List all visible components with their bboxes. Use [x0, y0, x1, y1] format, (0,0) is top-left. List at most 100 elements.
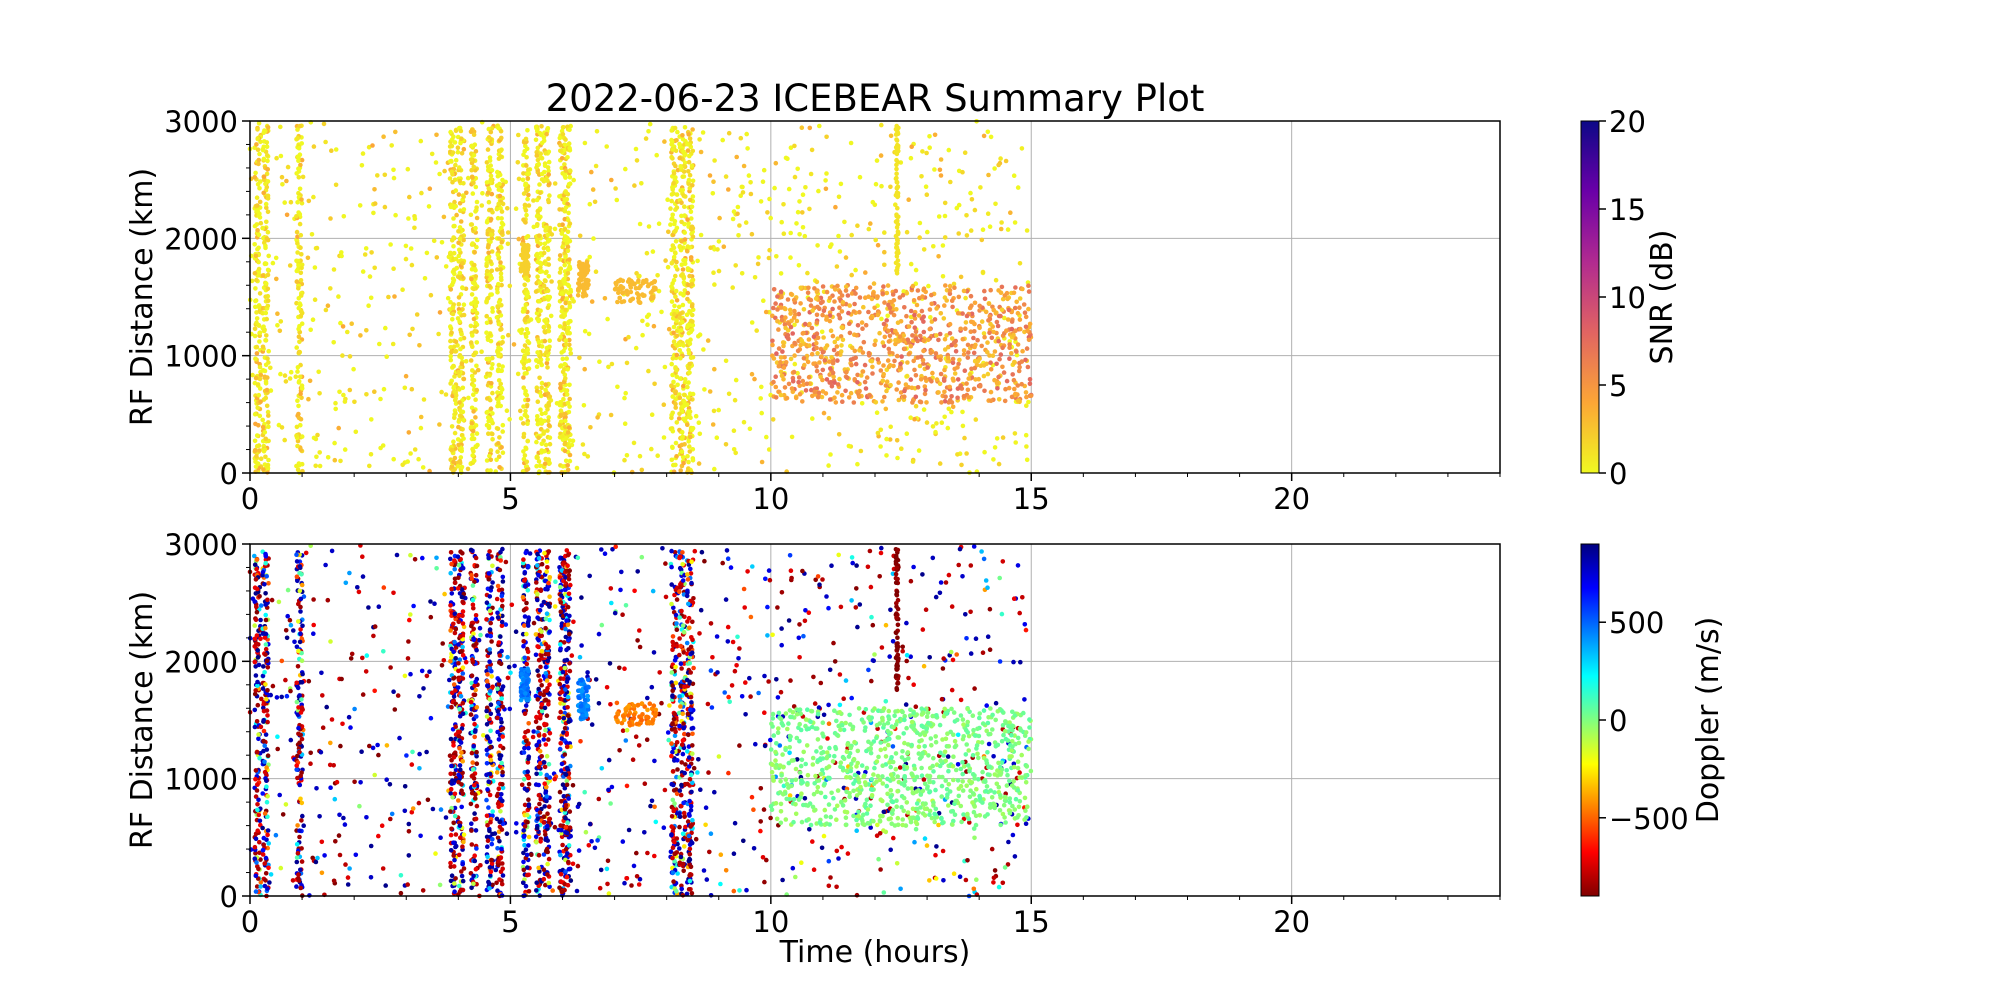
scatter-point	[685, 217, 690, 222]
scatter-point	[918, 399, 924, 405]
scatter-point	[488, 129, 494, 135]
scatter-point	[830, 370, 836, 376]
scatter-point	[568, 287, 573, 293]
scatter-point	[341, 214, 347, 219]
scatter-point	[408, 451, 413, 456]
scatter-point	[891, 312, 897, 318]
scatter-point	[905, 337, 911, 343]
scatter-point	[515, 371, 521, 377]
scatter-point	[574, 465, 580, 471]
scatter-point	[522, 202, 528, 208]
scatter-point	[680, 272, 685, 277]
scatter-point	[1000, 296, 1006, 302]
scatter-point	[766, 568, 772, 573]
scatter-point	[741, 838, 746, 844]
scatter-point	[389, 811, 395, 817]
scatter-point	[881, 284, 886, 289]
scatter-point	[794, 221, 799, 226]
scatter-point	[523, 208, 529, 213]
scatter-point	[853, 267, 858, 273]
scatter-point	[866, 667, 871, 673]
scatter-point	[252, 411, 258, 417]
scatter-point	[565, 229, 571, 235]
scatter-point	[800, 399, 805, 404]
scatter-point	[495, 449, 500, 455]
scatter-point	[406, 821, 412, 827]
scatter-point	[682, 377, 688, 382]
scatter-point	[677, 376, 683, 381]
scatter-point	[819, 329, 825, 335]
scatter-point	[405, 166, 411, 172]
scatter-point	[437, 422, 442, 427]
scatter-point	[463, 359, 469, 364]
scatter-point	[358, 780, 363, 785]
scatter-point	[873, 181, 879, 187]
scatter-point	[1000, 345, 1005, 351]
scatter-point	[828, 875, 833, 880]
scatter-point	[369, 417, 374, 422]
scatter-point	[390, 341, 396, 347]
scatter-point	[673, 273, 678, 279]
scatter-point	[669, 384, 674, 389]
scatter-point	[695, 258, 700, 264]
scatter-point	[1012, 359, 1017, 365]
scatter-point	[437, 171, 442, 177]
scatter-point	[817, 360, 822, 365]
scatter-point	[696, 461, 702, 466]
scatter-point	[473, 415, 478, 420]
scatter-point	[565, 201, 570, 207]
scatter-point	[489, 292, 495, 297]
scatter-point	[451, 467, 457, 473]
scatter-point	[824, 134, 829, 140]
scatter-point	[733, 377, 739, 383]
scatter-point	[689, 224, 694, 230]
scatter-point	[517, 328, 522, 333]
scatter-point	[778, 305, 784, 310]
scatter-point	[585, 454, 591, 459]
scatter-point	[451, 267, 457, 273]
scatter-point	[863, 322, 869, 328]
scatter-point	[393, 212, 398, 218]
scatter-point	[1009, 319, 1015, 324]
scatter-point	[765, 633, 770, 638]
scatter-point	[856, 394, 862, 400]
scatter-point	[513, 629, 519, 634]
scatter-point	[459, 136, 464, 141]
scatter-point	[820, 377, 825, 383]
scatter-point	[669, 260, 675, 265]
scatter-point	[735, 634, 740, 640]
scatter-point	[563, 254, 568, 260]
scatter-point	[258, 399, 263, 405]
scatter-point	[587, 821, 593, 827]
scatter-point	[565, 217, 571, 223]
scatter-point	[857, 388, 862, 394]
scatter-point	[360, 692, 366, 697]
scatter-point	[364, 328, 369, 333]
scatter-point	[484, 263, 489, 269]
scatter-point	[1007, 342, 1012, 347]
scatter-point	[797, 383, 802, 389]
scatter-point	[730, 639, 736, 645]
scatter-point	[265, 303, 271, 309]
scatter-point	[338, 320, 343, 326]
scatter-point	[812, 389, 817, 395]
scatter-point	[980, 227, 986, 232]
scatter-point	[673, 163, 678, 169]
scatter-point	[963, 612, 968, 617]
scatter-point	[325, 597, 331, 603]
scatter-point	[789, 318, 794, 324]
scatter-point	[971, 386, 977, 392]
scatter-point	[921, 329, 927, 335]
scatter-point	[960, 409, 965, 415]
scatter-point	[715, 247, 720, 252]
scatter-point	[855, 461, 860, 467]
scatter-point	[904, 313, 909, 319]
scatter-point	[585, 263, 590, 269]
scatter-point	[942, 336, 948, 342]
scatter-point	[795, 370, 800, 376]
scatter-point	[567, 458, 573, 464]
scatter-point	[323, 307, 329, 313]
scatter-point	[498, 327, 503, 332]
scatter-point	[740, 184, 745, 190]
scatter-point	[991, 880, 996, 885]
